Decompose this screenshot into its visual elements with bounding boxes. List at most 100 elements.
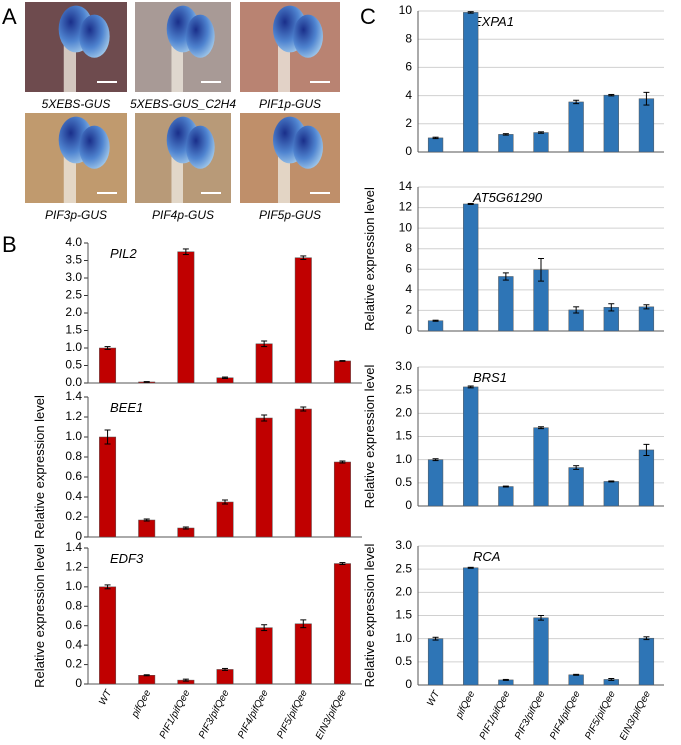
cotyledon	[79, 14, 110, 58]
bar	[427, 137, 444, 153]
bar	[427, 638, 444, 686]
hypocotyl	[171, 42, 183, 92]
gene-title: BRS1	[473, 370, 507, 385]
y-tick-label: 14	[399, 179, 413, 193]
y-tick-label: 1.5	[395, 608, 412, 622]
y-tick-label: 0.6	[65, 618, 82, 632]
y-tick-label: 1.2	[65, 560, 82, 574]
bar	[603, 94, 619, 153]
y-tick-label: 3.0	[395, 359, 412, 373]
gene-title: BEE1	[110, 400, 143, 415]
y-axis-label: Relative expression level	[362, 187, 377, 331]
bar	[568, 101, 584, 153]
y-tick-label: 4.0	[65, 235, 82, 249]
hypocotyl	[278, 153, 290, 203]
bar	[99, 436, 117, 538]
y-axis-label: Relative expression level	[32, 395, 47, 539]
bar	[498, 486, 514, 507]
bar	[138, 675, 156, 685]
y-tick-label: 0.4	[65, 489, 82, 503]
bar	[638, 449, 655, 507]
y-tick-label: 0.5	[65, 358, 82, 372]
bar	[498, 134, 514, 153]
cotyledon	[79, 125, 110, 169]
cotyledon	[185, 14, 215, 58]
y-tick-label: 2	[405, 303, 412, 317]
bar	[333, 461, 351, 538]
y-tick-label: 3.0	[65, 270, 82, 284]
y-tick-label: 1.4	[65, 389, 82, 403]
bar	[498, 276, 514, 332]
x-tick-label: WT	[97, 687, 114, 707]
photo-caption: PIF1p-GUS	[259, 97, 321, 111]
y-tick-label: 2	[405, 116, 412, 130]
y-tick-label: 2.0	[395, 406, 412, 420]
hypocotyl	[63, 42, 76, 92]
bar	[294, 623, 312, 685]
y-tick-label: 0	[75, 676, 82, 690]
y-tick-label: 0.5	[395, 475, 412, 489]
y-tick-label: 0.5	[395, 654, 412, 668]
y-tick-label: 2.5	[395, 382, 412, 396]
y-tick-label: 1.4	[65, 540, 82, 554]
hypocotyl	[63, 153, 76, 203]
y-tick-label: 0	[405, 323, 412, 337]
bar	[568, 674, 584, 686]
y-tick-label: 2.5	[65, 288, 82, 302]
y-tick-label: 0.8	[65, 449, 82, 463]
x-tick-label: PIF4/pifQee	[548, 689, 583, 740]
hypocotyl	[278, 42, 290, 92]
panel-label: A	[2, 4, 17, 29]
y-tick-label: 0	[75, 529, 82, 543]
y-tick-label: 12	[399, 200, 413, 214]
y-tick-label: 1.0	[65, 579, 82, 593]
y-tick-label: 4	[405, 282, 412, 296]
y-tick-label: 3.0	[395, 538, 412, 552]
cotyledon	[293, 14, 323, 58]
y-tick-label: 0	[405, 677, 412, 691]
y-tick-label: 1.0	[65, 340, 82, 354]
x-tick-label: PIF5/pifQee	[583, 689, 618, 740]
photo-caption: PIF4p-GUS	[152, 208, 214, 222]
x-tick-label: EIN3/pifQee	[618, 689, 653, 740]
y-tick-label: 1.0	[395, 631, 412, 645]
bar	[333, 563, 351, 685]
y-tick-label: 2.0	[65, 305, 82, 319]
gene-title: EXPA1	[473, 14, 514, 29]
x-tick-label: pifQee	[129, 688, 153, 720]
bar	[463, 386, 479, 507]
y-tick-label: 0.8	[65, 598, 82, 612]
y-tick-label: 1.5	[65, 323, 82, 337]
y-tick-label: 10	[399, 3, 413, 17]
y-tick-label: 2.0	[395, 585, 412, 599]
bar	[533, 617, 549, 686]
bar	[255, 627, 273, 685]
gene-title: AT5G61290	[472, 190, 543, 205]
y-tick-label: 0.6	[65, 469, 82, 483]
y-tick-label: 1.0	[65, 429, 82, 443]
bar	[638, 637, 655, 686]
bar	[294, 257, 312, 384]
x-tick-label: pifQee	[453, 689, 477, 721]
bar	[216, 669, 234, 685]
y-tick-label: 3.5	[65, 253, 82, 267]
y-tick-label: 0.2	[65, 657, 82, 671]
y-tick-label: 1.2	[65, 409, 82, 423]
bar	[99, 586, 117, 685]
y-tick-label: 8	[405, 241, 412, 255]
cotyledon	[293, 125, 323, 169]
y-tick-label: 8	[405, 31, 412, 45]
bar	[603, 481, 619, 507]
cotyledon	[185, 125, 215, 169]
hypocotyl	[171, 153, 183, 203]
photo-caption: PIF3p-GUS	[45, 208, 107, 222]
y-tick-label: 0.0	[65, 375, 82, 389]
bar	[427, 320, 444, 332]
panel-label: C	[360, 4, 376, 29]
y-tick-label: 1.0	[395, 452, 412, 466]
photo-caption: 5XEBS-GUS_C2H4	[130, 97, 236, 111]
x-tick-label: PIF4/pifQee	[236, 688, 271, 740]
y-tick-label: 0	[405, 144, 412, 158]
photo-caption: 5XEBS-GUS	[42, 97, 111, 111]
bar	[463, 203, 479, 332]
